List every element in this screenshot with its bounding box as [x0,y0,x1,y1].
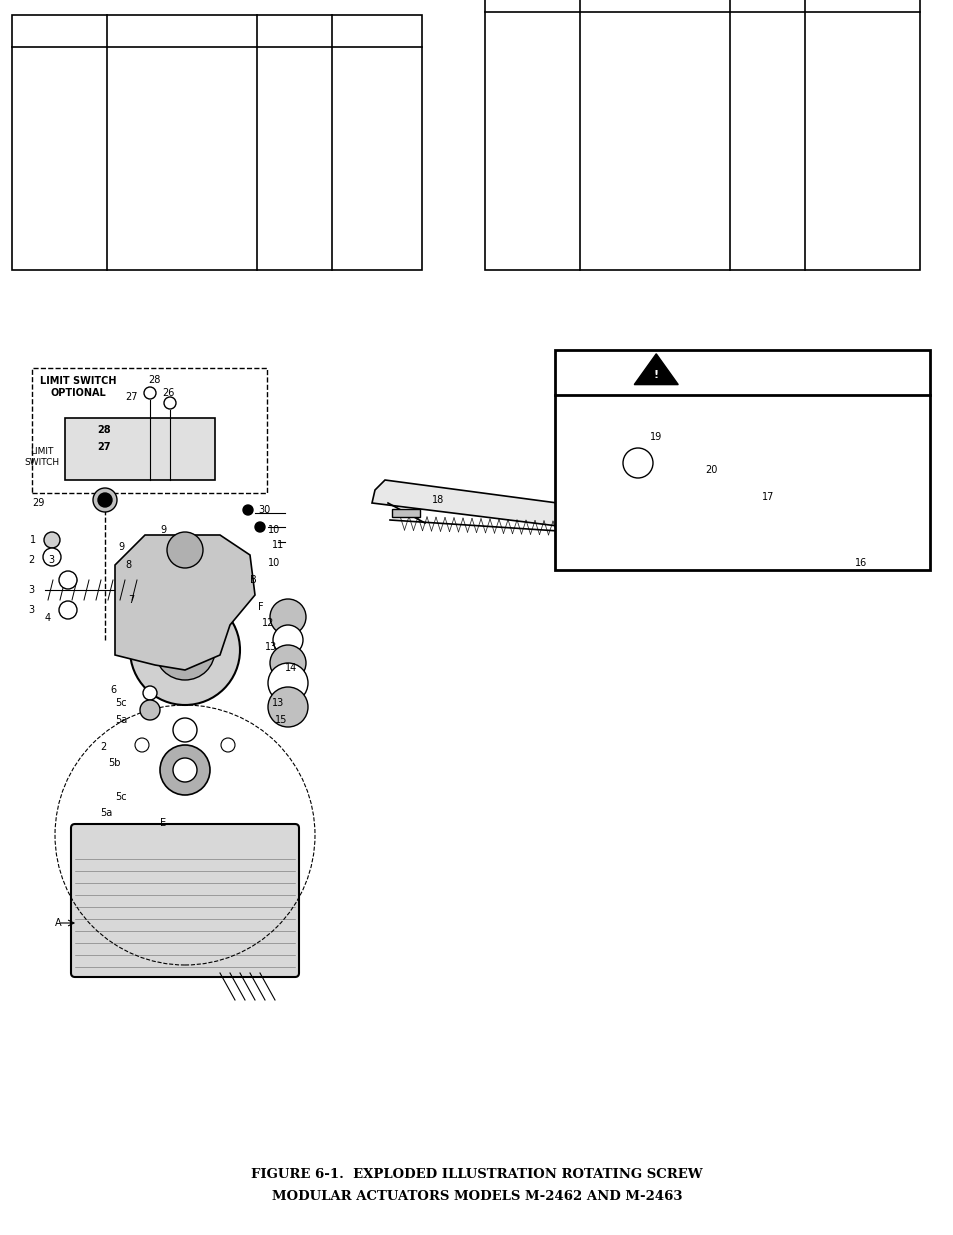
Text: 4: 4 [45,613,51,622]
Circle shape [273,625,303,655]
Text: 10: 10 [268,525,280,535]
Polygon shape [115,535,254,671]
Text: 28: 28 [148,375,160,385]
Text: 5a: 5a [100,808,112,818]
Circle shape [622,448,652,478]
Circle shape [665,458,709,501]
Text: FIGURE 6-1.  EXPLODED ILLUSTRATION ROTATING SCREW: FIGURE 6-1. EXPLODED ILLUSTRATION ROTATI… [251,1168,702,1182]
Bar [392,509,419,517]
Circle shape [164,396,175,409]
Text: 17: 17 [761,492,774,501]
Text: F: F [257,601,263,613]
Circle shape [44,532,60,548]
Bar [555,350,929,571]
Text: 27: 27 [97,442,111,452]
Text: 5c: 5c [115,792,127,802]
Text: 9: 9 [160,525,166,535]
Text: 13: 13 [265,642,277,652]
Bar [484,0,919,270]
Circle shape [254,522,265,532]
Text: E: E [160,818,166,827]
Text: 28: 28 [97,425,111,435]
Text: 10: 10 [268,558,280,568]
Text: 5a: 5a [115,715,127,725]
Text: 6: 6 [110,685,116,695]
Text: 5b: 5b [108,758,120,768]
Text: 29: 29 [32,498,45,508]
Circle shape [43,548,61,566]
Circle shape [172,718,196,742]
Polygon shape [372,480,834,559]
FancyBboxPatch shape [71,824,298,977]
Text: 12: 12 [262,618,274,629]
Text: 14: 14 [285,663,297,673]
Text: 3: 3 [48,555,54,564]
Text: 19: 19 [649,432,661,442]
Text: MODULAR ACTUATORS MODELS M-2462 AND M-2463: MODULAR ACTUATORS MODELS M-2462 AND M-24… [272,1191,681,1203]
Circle shape [144,387,156,399]
Circle shape [268,663,308,703]
Text: 5c: 5c [115,698,127,708]
Circle shape [59,601,77,619]
Circle shape [92,488,117,513]
Circle shape [167,532,203,568]
Bar [65,417,214,480]
Text: 15: 15 [274,715,287,725]
Text: 1: 1 [30,535,36,545]
Circle shape [607,433,667,493]
Text: 18: 18 [432,495,444,505]
Circle shape [270,599,306,635]
Text: 27: 27 [125,391,137,403]
Circle shape [130,595,240,705]
Circle shape [98,493,112,508]
Text: 3: 3 [28,585,34,595]
Text: 3: 3 [28,605,34,615]
Text: LIMIT SWITCH
OPTIONAL: LIMIT SWITCH OPTIONAL [40,377,116,398]
Bar [12,15,421,270]
Bar [32,368,267,493]
Circle shape [270,645,306,680]
Text: 2: 2 [28,555,34,564]
Text: 9: 9 [118,542,124,552]
Circle shape [160,745,210,795]
Polygon shape [634,353,678,384]
Text: 16: 16 [854,558,866,568]
Text: 2: 2 [100,742,106,752]
Circle shape [135,739,149,752]
Text: 30: 30 [257,505,270,515]
Text: 13: 13 [272,698,284,708]
Text: 8: 8 [125,559,131,571]
Circle shape [268,687,308,727]
Circle shape [154,620,214,680]
Text: A: A [55,918,62,927]
Text: 11: 11 [272,540,284,550]
Circle shape [221,739,234,752]
Text: 7: 7 [128,595,134,605]
Text: 26: 26 [162,388,174,398]
Circle shape [172,758,196,782]
Circle shape [243,505,253,515]
Circle shape [140,700,160,720]
Text: !: ! [653,369,659,379]
Text: B: B [250,576,256,585]
Text: LIMIT
SWITCH: LIMIT SWITCH [25,447,59,467]
Circle shape [143,685,157,700]
Circle shape [59,571,77,589]
Text: 20: 20 [704,466,717,475]
